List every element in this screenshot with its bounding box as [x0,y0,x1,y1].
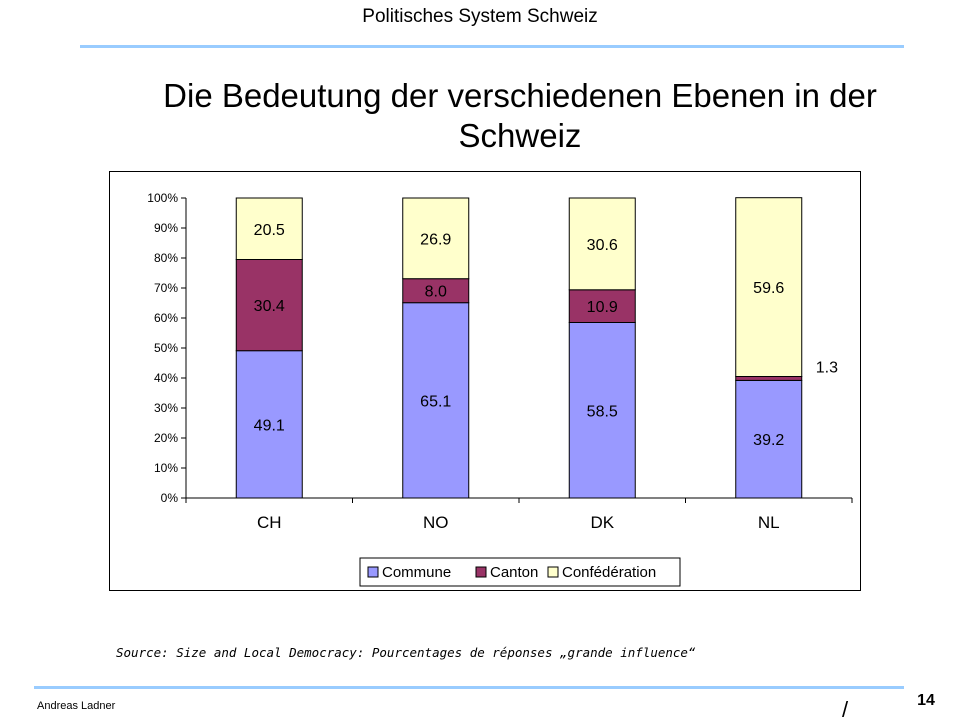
legend-swatch-confédération [547,566,559,578]
bar-canton-dk [568,289,636,324]
data-label: 58.5 [587,403,618,420]
y-tick-label: 0% [161,491,179,505]
category-label: NL [758,513,780,532]
category-label: DK [590,513,614,532]
legend-label: Canton [490,564,538,581]
slide-title: Die Bedeutung der verschiedenen Ebenen i… [163,77,877,154]
data-label: 20.5 [254,222,285,239]
data-label: 8.0 [425,284,447,301]
data-label: 49.1 [254,417,285,434]
y-tick-label: 70% [154,281,178,295]
y-tick-label: 80% [154,251,178,265]
bar-confédération-dk [568,197,636,291]
data-label: 65.1 [420,393,451,410]
bar-confédération-no [402,197,470,280]
stacked-bar-chart: 0% 10% 20% 30% 40% 50% 60% 70% 80% 90% 100% 49.1 30.… [147,191,853,587]
header-rule [80,45,904,48]
y-tick-label: 90% [154,221,178,235]
bar-commune-nl [735,379,803,499]
y-tick-label: 50% [154,341,178,355]
y-tick-label: 60% [154,311,178,325]
legend-swatch-commune [367,566,379,578]
bar-canton-nl [735,376,803,381]
page-number: 14 [917,692,935,709]
slash-mark: / [842,697,849,722]
bar-canton-no [402,278,470,304]
y-tick-label: 10% [154,461,178,475]
y-tick-label: 30% [154,401,178,415]
legend-swatch-canton [475,566,487,578]
header-title: Politisches System Schweiz [362,6,598,27]
bar-confédération-ch [235,197,303,260]
data-label: 26.9 [420,231,451,248]
bar-confédération-nl [735,197,803,378]
y-tick-label: 40% [154,371,178,385]
data-label: 1.3 [816,360,838,377]
legend-box [359,557,681,587]
chart-frame: 0% 10% 20% 30% 40% 50% 60% 70% 80% 90% 100% 49.1 30.… [109,171,861,591]
source-note: Source: Size and Local Democracy: Pource… [116,645,696,660]
data-label: 39.2 [753,432,784,449]
legend-label: Commune [382,564,451,581]
bar-commune-no [402,302,470,499]
bar-commune-dk [568,322,636,499]
data-label: 30.4 [254,298,285,315]
data-label: 59.6 [753,280,784,297]
category-label: CH [257,513,282,532]
data-label: 10.9 [587,299,618,316]
data-label: 30.6 [587,237,618,254]
author-name: Andreas Ladner [37,700,116,712]
bar-commune-ch [235,350,303,499]
category-label: NO [423,513,449,532]
footer-rule [34,686,904,689]
y-tick-label: 20% [154,431,178,445]
legend-label: Confédération [562,564,656,581]
y-tick-label: 100% [147,191,178,205]
bar-canton-ch [235,259,303,352]
